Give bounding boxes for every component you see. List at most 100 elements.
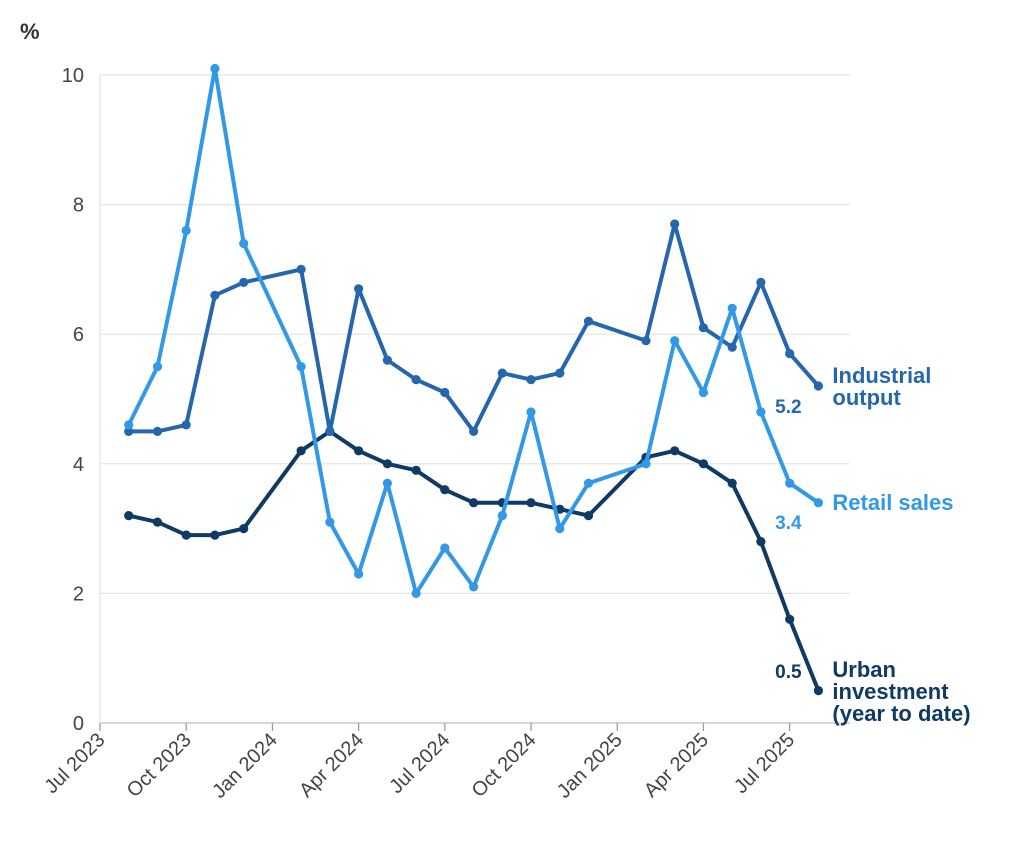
- data-point: [296, 264, 306, 274]
- x-tick-label: Jul 2025: [730, 729, 799, 798]
- data-point: [411, 375, 421, 385]
- data-point: [210, 290, 220, 300]
- end-value-label: 3.4: [775, 513, 802, 534]
- data-point: [296, 362, 306, 372]
- data-point: [698, 387, 709, 398]
- data-point: [641, 336, 651, 346]
- data-point: [526, 375, 536, 385]
- data-point: [641, 459, 651, 469]
- data-point: [382, 459, 392, 469]
- y-axis: 0 2 4 6 8 10: [62, 65, 84, 735]
- series-line: [126, 66, 821, 596]
- data-point: [296, 446, 306, 456]
- series-name-label: Retail sales: [832, 490, 953, 515]
- series-name-line: Industrial: [832, 363, 931, 388]
- series-line: [126, 429, 821, 693]
- data-point: [670, 446, 680, 456]
- data-point: [325, 426, 335, 436]
- data-point: [526, 498, 536, 508]
- data-point: [727, 342, 737, 352]
- data-point: [152, 517, 163, 527]
- data-point: [670, 219, 680, 229]
- data-point: [382, 478, 392, 488]
- data-point: [583, 510, 594, 521]
- data-point: [181, 225, 191, 236]
- x-tick-label: Jan 2024: [208, 729, 282, 803]
- data-point: [124, 420, 134, 430]
- data-point: [785, 614, 795, 624]
- data-point: [583, 478, 594, 488]
- series-0: [124, 219, 824, 436]
- series-name-line: Retail sales: [832, 490, 953, 515]
- series-labels: 5.2 Industrial output 3.4 Retail sales 0.5 Urb…: [775, 363, 970, 726]
- series-2: [124, 426, 824, 696]
- data-point: [181, 530, 191, 540]
- series-name-line: output: [832, 385, 901, 410]
- series-1: [124, 63, 824, 599]
- data-point: [354, 446, 364, 456]
- data-point: [785, 478, 795, 488]
- series-name-line: investment: [832, 679, 949, 704]
- data-point: [555, 368, 565, 378]
- data-point: [555, 524, 565, 534]
- data-point: [670, 336, 680, 346]
- data-point: [698, 323, 709, 333]
- y-tick-label: 0: [73, 713, 84, 735]
- data-point: [526, 407, 536, 417]
- data-point: [469, 426, 479, 436]
- x-tick-label: Apr 2025: [640, 729, 713, 802]
- data-point: [239, 524, 249, 534]
- series-name-line: (year to date): [832, 701, 970, 726]
- y-tick-label: 2: [73, 583, 84, 605]
- data-point: [497, 368, 507, 378]
- data-point: [698, 459, 709, 469]
- x-tick-label: Jan 2025: [553, 729, 627, 803]
- data-point: [411, 588, 421, 599]
- series-name-line: Urban: [832, 657, 896, 682]
- y-tick-label: 8: [73, 195, 84, 217]
- y-axis-unit: %: [20, 19, 40, 44]
- y-tick-label: 4: [73, 454, 84, 476]
- data-point: [583, 316, 594, 326]
- data-point: [382, 355, 392, 365]
- x-axis: Jul 2023 Oct 2023 Jan 2024 Apr 2024 Jul 2024…: [41, 723, 799, 803]
- y-tick-label: 10: [62, 65, 84, 87]
- series-group: [124, 63, 824, 696]
- data-point: [469, 582, 479, 592]
- data-point: [813, 498, 824, 508]
- data-point: [756, 407, 766, 417]
- y-tick-label: 6: [73, 324, 84, 346]
- data-point: [152, 426, 163, 436]
- x-tick-label: Oct 2024: [468, 729, 541, 802]
- series-name-label: Urban investment (year to date): [832, 657, 970, 726]
- data-point: [813, 381, 824, 391]
- data-point: [727, 478, 737, 488]
- x-tick-label: Jul 2024: [385, 729, 454, 798]
- data-point: [785, 349, 795, 359]
- x-tick-label: Jul 2023: [41, 729, 110, 798]
- data-point: [239, 277, 249, 287]
- gridlines: [99, 74, 850, 724]
- end-value-label: 0.5: [775, 662, 802, 683]
- data-point: [354, 284, 364, 294]
- data-point: [411, 465, 421, 475]
- data-point: [469, 498, 479, 508]
- data-point: [239, 238, 249, 249]
- data-point: [181, 420, 191, 430]
- end-value-label: 5.2: [775, 397, 801, 418]
- data-point: [210, 530, 220, 540]
- data-point: [325, 517, 335, 527]
- data-point: [756, 537, 766, 547]
- data-point: [756, 277, 766, 287]
- data-point: [124, 510, 134, 521]
- data-point: [124, 426, 134, 436]
- series-name-label: Industrial output: [832, 363, 931, 410]
- data-point: [440, 485, 450, 495]
- data-point: [440, 543, 450, 553]
- x-tick-label: Oct 2023: [123, 729, 196, 802]
- data-point: [354, 569, 364, 579]
- x-tick-label: Apr 2024: [295, 729, 368, 802]
- data-point: [727, 303, 737, 313]
- data-point: [152, 362, 163, 372]
- data-point: [813, 686, 824, 696]
